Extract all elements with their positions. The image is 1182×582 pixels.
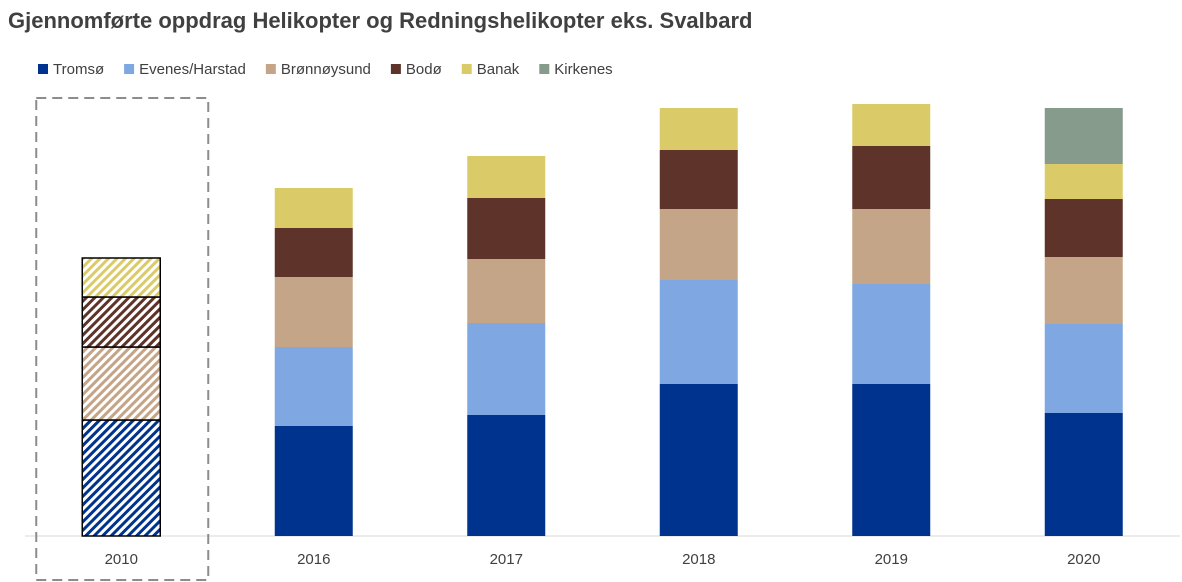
bar-segment <box>852 284 931 384</box>
legend-swatch <box>539 64 550 74</box>
bar-segment <box>1044 257 1123 324</box>
bar-segment <box>467 323 546 415</box>
bar-segment <box>659 384 738 536</box>
bar-segment <box>1044 108 1123 164</box>
legend-label: Bodø <box>406 61 442 78</box>
bar-segment <box>81 296 161 348</box>
chart-title: Gjennomførte oppdrag Helikopter og Redni… <box>8 8 752 33</box>
bar-segment <box>1044 324 1123 413</box>
legend-label: Brønnøysund <box>281 61 371 78</box>
bar-segment <box>467 156 546 198</box>
bar-segment <box>1044 199 1123 257</box>
bar-segment <box>659 280 738 384</box>
bar-segment <box>467 415 546 536</box>
bar-segment <box>274 188 353 228</box>
legend-label: Banak <box>477 61 520 78</box>
bar-segment <box>659 209 738 280</box>
bar-segment <box>1044 413 1123 536</box>
x-tick-label: 2018 <box>682 551 715 568</box>
bar-segment <box>852 104 931 146</box>
bar-segment <box>852 384 931 536</box>
bar-segment <box>467 198 546 259</box>
x-tick-label: 2019 <box>875 551 908 568</box>
bar-segment <box>852 146 931 209</box>
legend-swatch <box>265 64 276 74</box>
legend-swatch <box>390 64 401 74</box>
legend-swatch <box>461 64 472 74</box>
bar-segment <box>659 150 738 209</box>
bar-segment <box>659 108 738 150</box>
legend-label: Tromsø <box>53 61 104 78</box>
legend-label: Evenes/Harstad <box>139 61 246 78</box>
x-tick-label: 2010 <box>105 551 138 568</box>
bar-segment <box>1044 164 1123 199</box>
bar-segment <box>467 259 546 323</box>
x-tick-label: 2017 <box>490 551 523 568</box>
bar-segment <box>274 228 353 277</box>
bar-segment <box>852 209 931 284</box>
bar-segment <box>274 347 353 426</box>
bar-segment <box>274 277 353 347</box>
legend-swatch <box>38 64 48 74</box>
bar-segment <box>81 257 161 298</box>
highlight-box <box>35 97 210 581</box>
legend-label: Kirkenes <box>554 61 612 78</box>
x-tick-label: 2016 <box>297 551 330 568</box>
x-tick-label: 2020 <box>1067 551 1100 568</box>
legend-swatch <box>124 64 135 74</box>
bar-segment <box>81 346 161 421</box>
bar-segment <box>81 419 161 537</box>
bar-segment <box>274 426 353 536</box>
